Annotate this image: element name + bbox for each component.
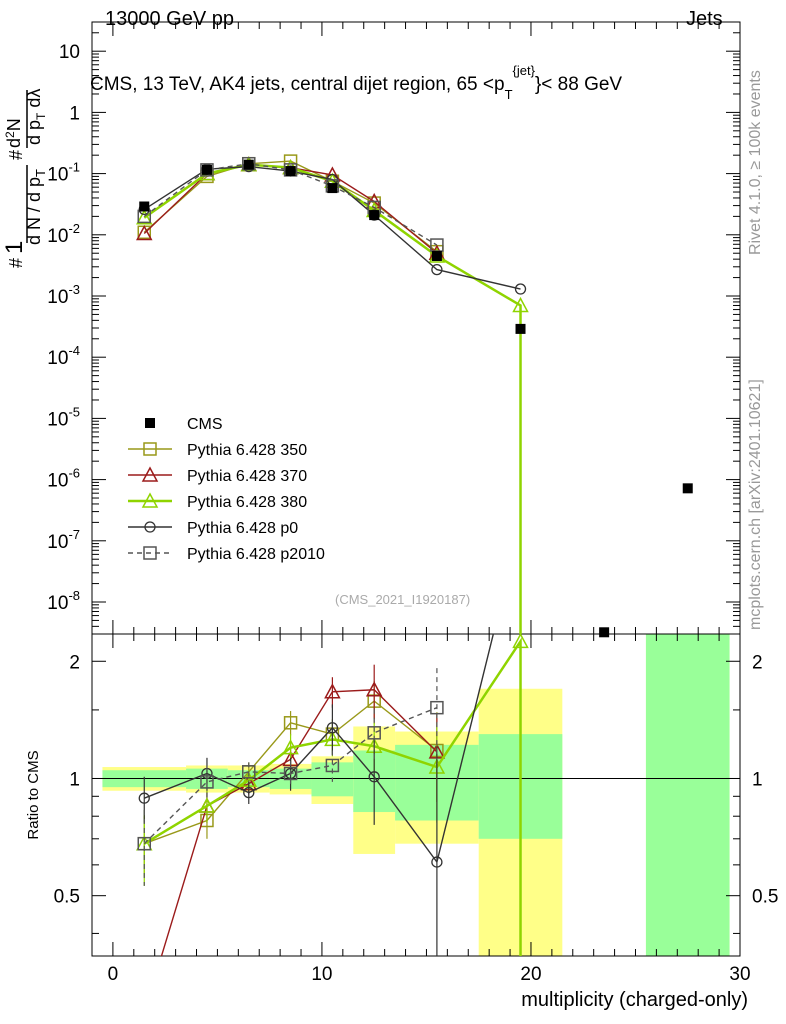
tick-marks [91, 21, 741, 956]
header-category-label: Jets [686, 8, 723, 30]
y-tick-label: 1 [69, 103, 80, 124]
y-tick-label: 10-8 [47, 588, 80, 614]
legend-label: Pythia 6.428 350 [187, 442, 307, 459]
ratio-frame [91, 633, 741, 957]
legend-marker [141, 466, 159, 482]
series-1-ratio-marker [365, 681, 383, 697]
ratio-y-tick-label-right: 2 [752, 652, 763, 673]
x-tick-label: 30 [729, 964, 750, 985]
y-tick-label: 10-5 [47, 404, 80, 430]
stat-uncertainty-band-8 [645, 634, 730, 956]
header-process-label: 13000 GeV pp [105, 8, 234, 30]
series-2-ratio-marker [198, 797, 216, 813]
series-1-ratio-marker [324, 683, 341, 699]
series-3-ratio-marker [368, 771, 380, 783]
series-2-ratio-marker [282, 739, 299, 755]
series-1-marker [136, 224, 153, 241]
series-4-ratio [137, 668, 444, 886]
series-3-ratio-marker [431, 856, 443, 868]
mc-series [136, 154, 529, 1019]
series-4-ratio-marker [283, 766, 298, 781]
legend-label: CMS [187, 416, 223, 433]
svg-text:1: 1 [1, 241, 28, 254]
y-tick-label: 10-6 [47, 466, 80, 492]
x-tick-label: 10 [311, 964, 332, 985]
ratio-y-tick-label: 1 [69, 769, 80, 790]
x-tick-label: 0 [108, 964, 119, 985]
cms-data-point [139, 201, 150, 212]
series-3-marker [514, 283, 527, 295]
series-3-ratio-marker [243, 786, 255, 799]
legend-label: Pythia 6.428 p2010 [187, 546, 325, 563]
ratio-y-tick-label: 2 [69, 652, 80, 673]
cms-data-points [139, 159, 693, 638]
series-2-marker [136, 209, 153, 225]
ratio-y-tick-label: 0.5 [54, 887, 80, 908]
legend-marker [141, 492, 159, 508]
series-3-ratio-line [144, 634, 495, 864]
ratio-uncertainty-bands [102, 634, 730, 956]
y-tick-label: 10 [59, 42, 80, 63]
svg-text:d2N: d2N [3, 118, 24, 148]
analysis-tag: (CMS_2021_I1920187) [335, 592, 470, 607]
cms-data-point [201, 164, 212, 175]
y-tick-label: 10-2 [47, 221, 80, 247]
x-axis-label: multiplicity (charged-only) [521, 989, 748, 1011]
series-3-ratio-marker [138, 792, 150, 804]
cms-data-point [285, 166, 296, 177]
x-tick-label: 20 [520, 964, 541, 985]
chart-title: CMS, 13 TeV, AK4 jets, central dijet reg… [90, 63, 622, 102]
legend-label: Pythia 6.428 p0 [187, 520, 298, 537]
ratio-y-tick-label-right: 0.5 [752, 887, 778, 908]
cms-data-point [682, 483, 693, 494]
series-4-ratio-marker [325, 758, 340, 773]
legend-marker [144, 521, 156, 533]
legend-cms-marker [145, 418, 155, 428]
series-4-ratio-marker [200, 775, 214, 789]
cms-data-point [599, 627, 610, 638]
y-tick-label: 10-3 [47, 282, 80, 308]
series-3-ratio-marker [326, 722, 339, 734]
series-4-ratio-marker [430, 700, 444, 715]
series-2-marker [512, 296, 529, 313]
legend-marker [143, 442, 157, 456]
series-4-ratio-marker [242, 765, 256, 779]
series-2-main [136, 156, 529, 634]
series-4-marker [200, 163, 214, 177]
series-2-line [143, 163, 522, 634]
series-1-ratio-marker [137, 1006, 151, 1019]
legend-label: Pythia 6.428 380 [187, 494, 307, 511]
svg-text:#: # [6, 258, 26, 268]
main-frame [91, 21, 741, 635]
series-4-ratio-marker [137, 836, 152, 851]
cms-data-point [369, 210, 380, 221]
cms-data-point [327, 183, 338, 194]
cms-data-point [431, 251, 442, 262]
series-3-ratio-marker [284, 767, 297, 780]
legend: CMS Pythia 6.428 350 Pythia 6.428 370 Pythi… [128, 416, 325, 563]
series-4-ratio-marker [367, 726, 381, 740]
ratio-y-tick-label-right: 1 [752, 769, 763, 790]
y-tick-label: 10-1 [47, 160, 80, 186]
y-axis-label: # 1 d N / d pT # d2N d pT dλ [1, 89, 48, 268]
y-tick-label: 10-7 [47, 527, 80, 553]
legend-label: Pythia 6.428 370 [187, 468, 307, 485]
series-3-marker [431, 263, 443, 276]
series-1-line [143, 163, 438, 254]
series-2-ratio-marker [512, 634, 529, 649]
series-4-marker [242, 156, 256, 171]
y-tick-label: 10-4 [47, 343, 80, 369]
ratio-y-axis-label: Ratio to CMS [25, 750, 42, 839]
series-0-ratio-marker [283, 716, 298, 730]
svg-text:#: # [6, 150, 26, 160]
cms-data-point [243, 159, 254, 170]
legend-marker [143, 546, 157, 560]
cms-data-point [515, 323, 526, 334]
